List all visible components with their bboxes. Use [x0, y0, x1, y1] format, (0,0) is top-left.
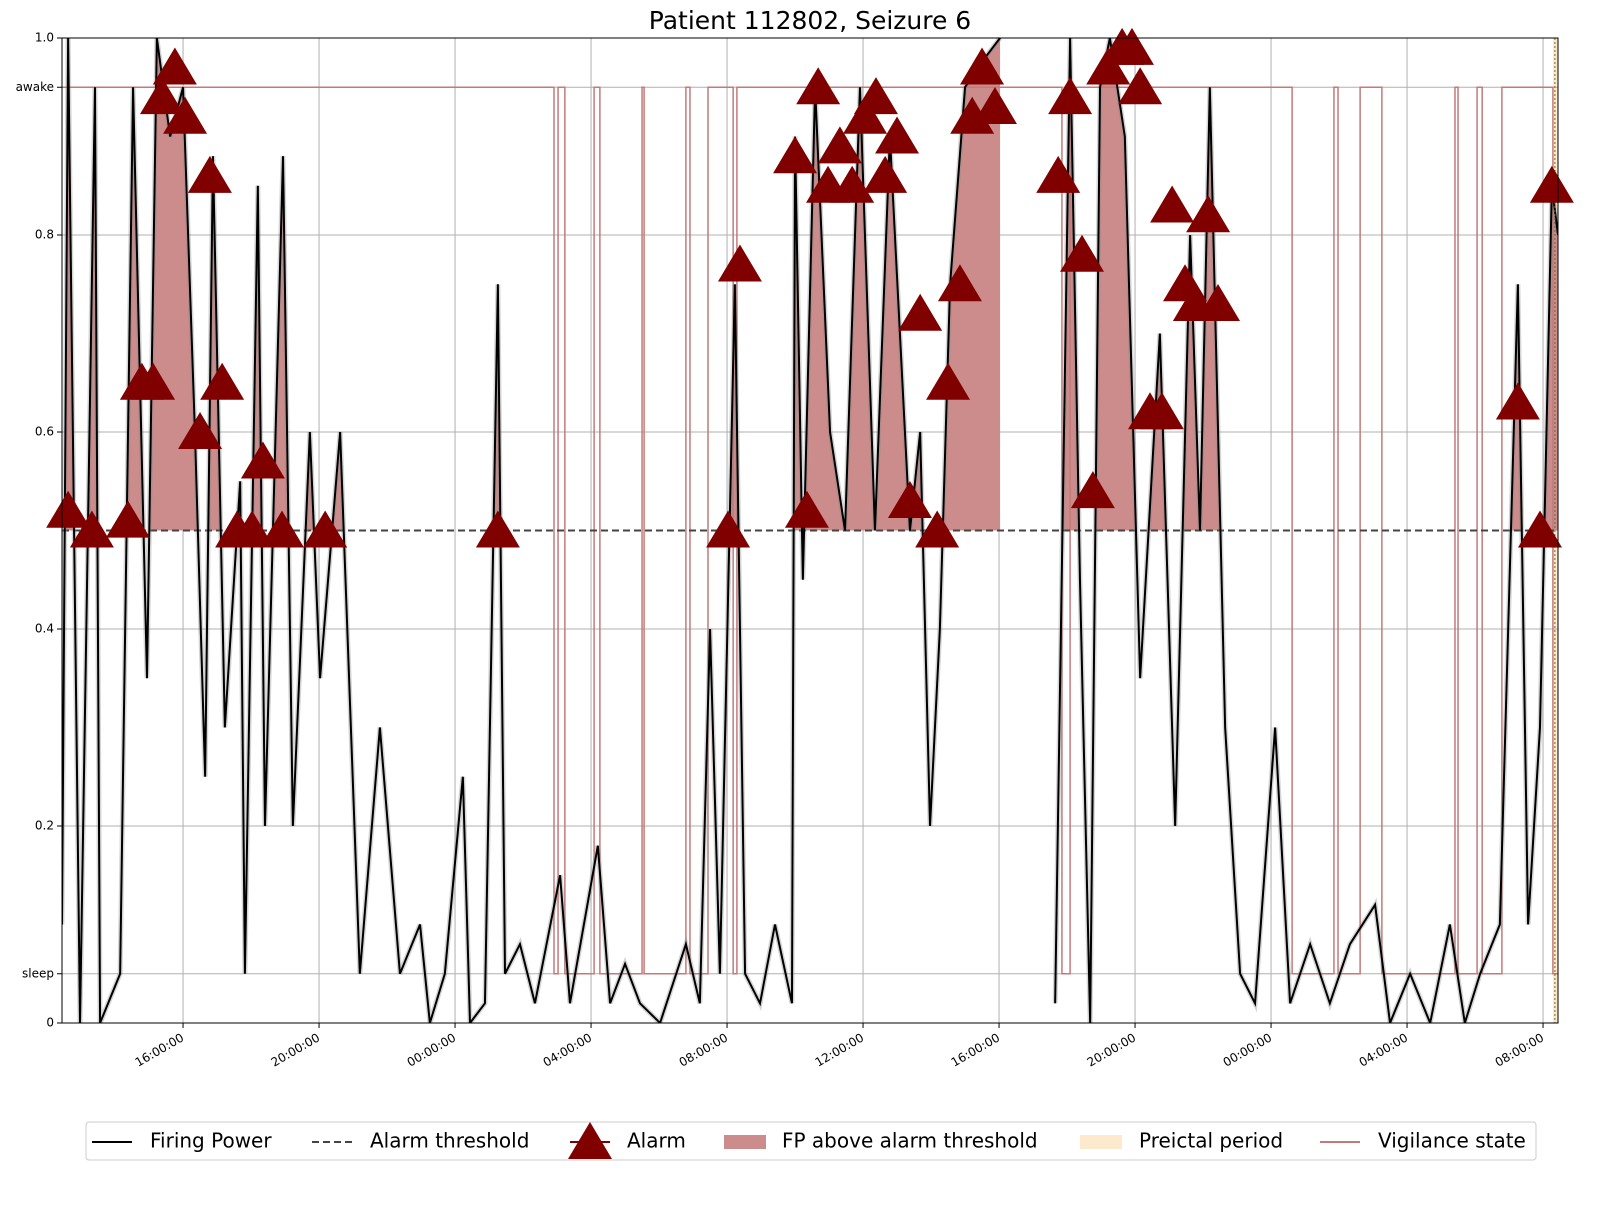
- alarm-marker: [796, 67, 841, 105]
- alarm-marker: [887, 480, 932, 518]
- legend-label: FP above alarm threshold: [782, 1129, 1038, 1153]
- alarm-marker: [853, 77, 898, 115]
- alarm-marker: [1070, 471, 1115, 509]
- alarm-marker: [163, 96, 208, 134]
- alarm-marker: [46, 490, 91, 528]
- y-tick-label: 0.6: [35, 425, 54, 439]
- x-tick-label: 08:00:00: [1493, 1031, 1547, 1070]
- fp-area: [62, 38, 1558, 531]
- alarm-marker: [1529, 165, 1574, 203]
- alarm-marker: [200, 362, 245, 400]
- legend-swatch: [1080, 1135, 1122, 1149]
- alarm-marker: [152, 47, 197, 85]
- x-tick-label: 12:00:00: [813, 1031, 867, 1070]
- alarm-marker: [875, 116, 920, 154]
- alarm-marker: [230, 510, 275, 548]
- alarm-marker: [960, 47, 1005, 85]
- alarm-marker: [773, 136, 818, 174]
- alarm-marker: [131, 362, 176, 400]
- x-tick-label: 04:00:00: [1357, 1031, 1411, 1070]
- alarm-marker: [937, 264, 982, 302]
- y-tick-label: 0.4: [35, 622, 54, 636]
- alarm-marker: [303, 510, 348, 548]
- alarm-marker: [817, 126, 862, 164]
- alarm-marker: [1036, 155, 1081, 193]
- alarm-marker: [863, 155, 908, 193]
- alarm-marker: [1060, 234, 1104, 272]
- alarm-marker: [926, 362, 971, 400]
- y-tick-label: awake: [16, 80, 54, 94]
- fp-line: [62, 37, 1558, 1023]
- y-tick-label: 0.2: [35, 819, 54, 833]
- legend-label: Firing Power: [150, 1129, 272, 1153]
- alarm-marker: [1196, 283, 1240, 321]
- x-tick-label: 04:00:00: [541, 1031, 595, 1070]
- legend-label: Preictal period: [1139, 1129, 1283, 1153]
- alarm-marker: [1118, 67, 1163, 105]
- legend-box: [85, 1121, 1537, 1161]
- alarm-marker: [706, 510, 751, 548]
- y-tick-label: 0: [46, 1016, 54, 1030]
- legend-label: Alarm threshold: [370, 1129, 529, 1153]
- alarm-marker: [972, 86, 1017, 124]
- alarm-marker: [1517, 510, 1562, 548]
- x-tick-label: 00:00:00: [405, 1031, 459, 1070]
- alarm-marker: [475, 510, 520, 548]
- alarm-marker: [259, 510, 304, 548]
- alarm-marker: [830, 165, 875, 203]
- alarm-marker: [950, 96, 995, 134]
- alarm-marker: [898, 293, 943, 331]
- x-tick-label: 16:00:00: [133, 1031, 187, 1070]
- alarm-marker: [139, 77, 184, 115]
- y-tick-label: 1.0: [35, 31, 54, 45]
- alarm-marker: [1086, 47, 1131, 85]
- legend-label: Vigilance state: [1378, 1129, 1526, 1153]
- alarm-marker: [717, 244, 762, 282]
- x-tick-label: 16:00:00: [949, 1031, 1003, 1070]
- alarm-marker: [915, 510, 960, 548]
- alarm-marker: [843, 96, 888, 134]
- legend-swatch: [568, 1122, 612, 1159]
- y-tick-label: 0.8: [35, 228, 54, 242]
- alarm-marker: [105, 500, 150, 538]
- y-tick-label: sleep: [22, 966, 54, 980]
- chart-title: Patient 112802, Seizure 6: [649, 6, 971, 35]
- x-tick-label: 08:00:00: [677, 1031, 731, 1070]
- alarm-marker: [1139, 392, 1184, 430]
- x-tick-label: 20:00:00: [269, 1031, 323, 1070]
- alarm-marker: [784, 490, 829, 528]
- alarm-marker: [1109, 27, 1154, 65]
- alarm-marker: [1495, 382, 1540, 420]
- legend-swatch: [724, 1135, 766, 1149]
- alarm-marker: [1186, 195, 1231, 233]
- alarm-marker: [187, 155, 232, 193]
- alarm-marker: [240, 441, 285, 479]
- plot-frame: [61, 37, 1559, 1024]
- alarm-marker: [69, 510, 114, 548]
- alarm-marker: [178, 412, 223, 449]
- alarm-marker: [1150, 185, 1195, 223]
- x-tick-label: 20:00:00: [1085, 1031, 1139, 1070]
- legend-label: Alarm: [627, 1129, 686, 1153]
- x-tick-label: 00:00:00: [1221, 1031, 1275, 1070]
- alarm-marker: [1048, 77, 1093, 115]
